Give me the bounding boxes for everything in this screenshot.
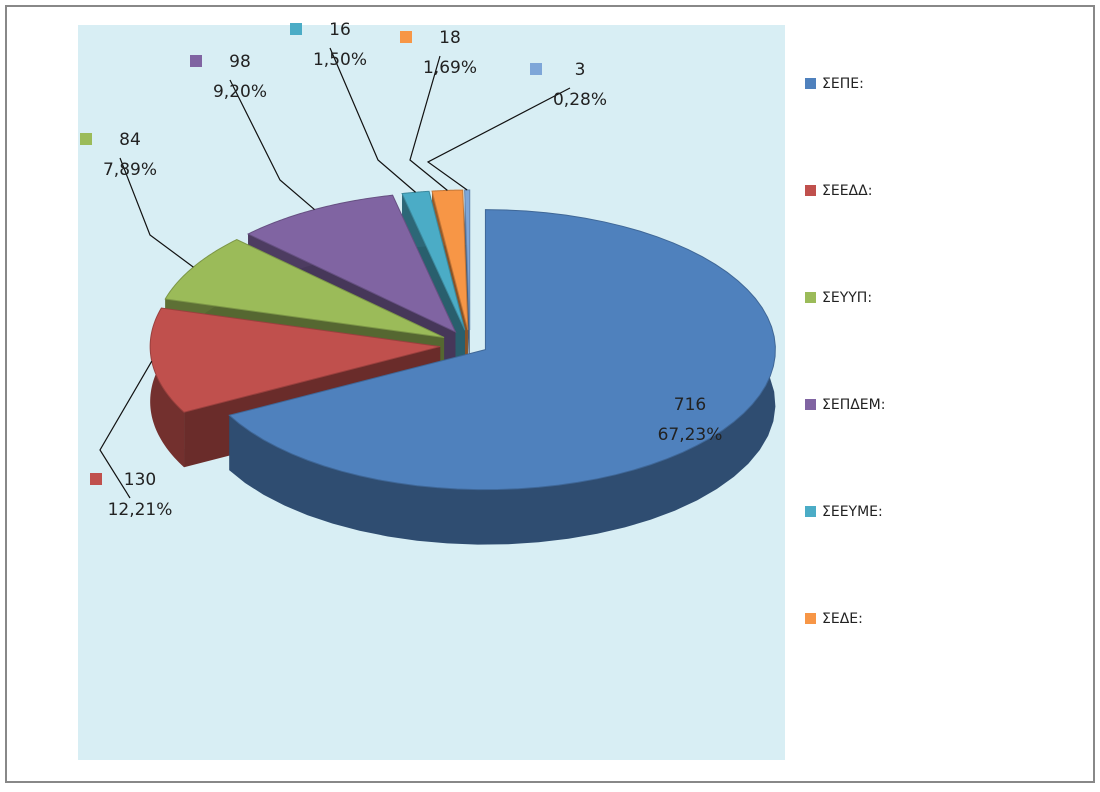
percent-label: 9,20% (213, 82, 267, 102)
legend-label: ΣΕΕΥΜΕ: (822, 504, 883, 520)
label-key (90, 473, 102, 485)
leader-line (119, 157, 194, 268)
label-key (190, 55, 202, 67)
legend-key (805, 399, 816, 410)
leader-line (426, 87, 571, 191)
label-key (290, 23, 302, 35)
label-key (530, 63, 542, 75)
leader-line (329, 47, 416, 193)
legend-label: ΣΕΔΕ: (822, 611, 863, 627)
data-label: 18 (439, 28, 461, 48)
data-label: 16 (329, 20, 351, 40)
legend-key (805, 185, 816, 196)
label-key (400, 31, 412, 43)
legend-label: ΣΕΠΕ: (822, 76, 864, 92)
percent-label: 1,50% (313, 50, 367, 70)
legend-label: ΣΕΠΔΕΜ: (822, 397, 885, 413)
leader-line (409, 55, 448, 191)
leader-line (229, 79, 315, 210)
percent-label: 67,23% (658, 425, 723, 445)
data-label: 98 (229, 52, 251, 72)
leader-line (99, 360, 153, 499)
legend-key (805, 506, 816, 517)
slice (228, 209, 776, 491)
legend-key (805, 292, 816, 303)
data-label: 84 (119, 130, 141, 150)
data-label: 716 (674, 395, 706, 415)
label-key (80, 133, 92, 145)
percent-label: 12,21% (108, 500, 173, 520)
percent-label: 7,89% (103, 160, 157, 180)
data-label: 3 (575, 60, 586, 80)
legend-label: ΣΕΕΔΔ: (822, 183, 872, 199)
percent-label: 0,28% (553, 90, 607, 110)
legend-key (805, 613, 816, 624)
percent-label: 1,69% (423, 58, 477, 78)
legend-label: ΣΕΥΥΠ: (822, 290, 872, 306)
legend-key (805, 78, 816, 89)
data-label: 130 (124, 470, 156, 490)
